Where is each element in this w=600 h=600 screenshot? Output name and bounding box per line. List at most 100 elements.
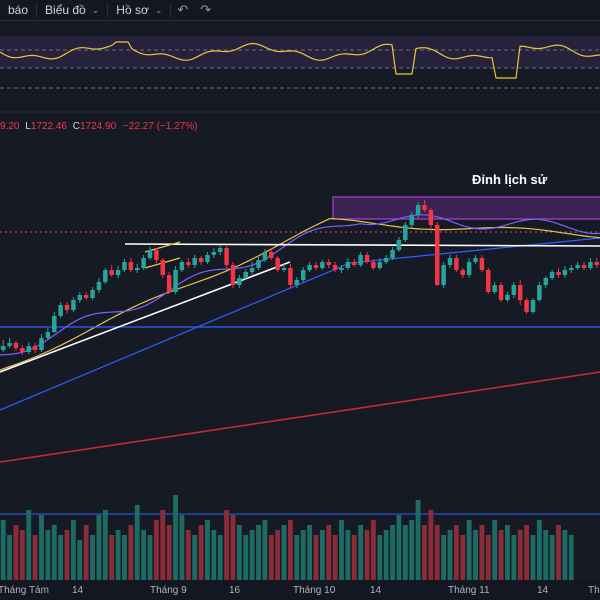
candle-body (415, 205, 421, 215)
candle (339, 265, 344, 273)
redo-icon[interactable]: ↷ (200, 2, 212, 17)
candle (294, 277, 300, 288)
time-axis-label: Tháng 10 (293, 585, 336, 596)
candle-body (192, 258, 197, 265)
candle-body (345, 262, 351, 268)
volume-bar (300, 530, 306, 580)
candle-body (307, 265, 312, 270)
candle (256, 257, 261, 270)
candle-body (237, 278, 242, 285)
volume-bar (224, 510, 230, 580)
volume-bar (102, 510, 108, 580)
time-axis-label: 14 (72, 585, 84, 596)
candle-body (492, 285, 497, 292)
volume-bar (77, 540, 83, 580)
volume-bar (153, 520, 159, 580)
candle-body (281, 268, 287, 270)
candle-body (96, 282, 102, 290)
candle (543, 276, 548, 288)
volume-bar (90, 535, 95, 580)
candle (511, 282, 517, 298)
time-axis-label: Tháng 9 (150, 585, 187, 596)
candle-body (569, 268, 574, 270)
time-axis[interactable]: Tháng Tám 14 Tháng 9 16 Tháng 10 14 Thán… (0, 580, 600, 600)
candle-body (179, 262, 185, 270)
volume-bar (543, 530, 549, 580)
candle-body (224, 248, 229, 265)
candle (90, 287, 95, 300)
volume-bar (319, 530, 325, 580)
volume-bar (568, 535, 574, 580)
candle-body (77, 295, 83, 300)
candle-body (313, 265, 319, 268)
candle (473, 255, 478, 264)
volume-bar (294, 535, 300, 580)
volume-bar (498, 530, 504, 580)
candle (154, 248, 159, 263)
volume-bar (524, 525, 530, 580)
volume-bar (453, 525, 459, 580)
toolbar-profile-dropdown[interactable]: Hồ sơ ⌄ (108, 0, 170, 20)
volume-bar (160, 510, 166, 580)
candle-body (358, 255, 363, 265)
oscillator-line (0, 41, 600, 79)
candle-body (549, 272, 555, 278)
candle (224, 246, 229, 268)
candle-body (396, 240, 402, 250)
candle-body (409, 215, 414, 225)
volume-bar (179, 515, 185, 580)
all-time-high-annotation: Đỉnh lịch sử (472, 172, 548, 187)
candle-body (58, 305, 63, 316)
volume-bar (45, 530, 51, 580)
candle-body (275, 258, 280, 270)
candle (26, 342, 31, 354)
candle-body (269, 252, 274, 258)
toolbar-divider (36, 3, 38, 17)
ohlc-change-value: −22.27 (−1.27%) (122, 121, 198, 132)
undo-icon[interactable]: ↶ (177, 2, 189, 17)
candle-body (479, 258, 485, 270)
volume-bar (205, 520, 210, 580)
volume-bar (505, 525, 510, 580)
candle-body (109, 270, 114, 275)
volume-bar (19, 530, 25, 580)
uptrend-line (0, 261, 291, 373)
ath-zone-box (332, 196, 600, 220)
volume-bar (370, 520, 376, 580)
candle (7, 338, 12, 348)
volume-bar (217, 535, 223, 580)
candle-body (575, 265, 580, 268)
candle (217, 245, 223, 255)
toolbar-profile-label: Hồ sơ (116, 3, 149, 17)
volume-bar (473, 530, 478, 580)
candle (422, 200, 427, 212)
volume-bar (0, 520, 6, 580)
candle (173, 266, 178, 294)
volume-bar (396, 515, 402, 580)
ma-mid-line (0, 217, 600, 371)
candle-body (115, 270, 121, 275)
candle (441, 262, 446, 288)
candle (300, 267, 306, 282)
candle-body (562, 270, 568, 275)
toolbar-report-button[interactable]: báo (0, 0, 36, 20)
candle (517, 280, 523, 305)
candle-body (403, 225, 408, 240)
toolbar-chart-dropdown[interactable]: Biểu đồ ⌄ (37, 0, 107, 20)
candle-body (364, 255, 370, 262)
candle-body (383, 258, 389, 262)
candle (530, 298, 536, 314)
candle (320, 260, 325, 270)
candle (275, 256, 280, 272)
candle (205, 252, 210, 264)
candle (0, 340, 6, 352)
price-chart[interactable] (0, 21, 600, 580)
volume-bar (262, 520, 268, 580)
candle-body (332, 265, 338, 270)
candle-body (39, 338, 44, 350)
candle (269, 248, 274, 260)
candle (179, 260, 185, 272)
volume-bar (511, 535, 517, 580)
time-axis-label: Tháng Tám (0, 585, 49, 596)
volume-bar (236, 525, 242, 580)
